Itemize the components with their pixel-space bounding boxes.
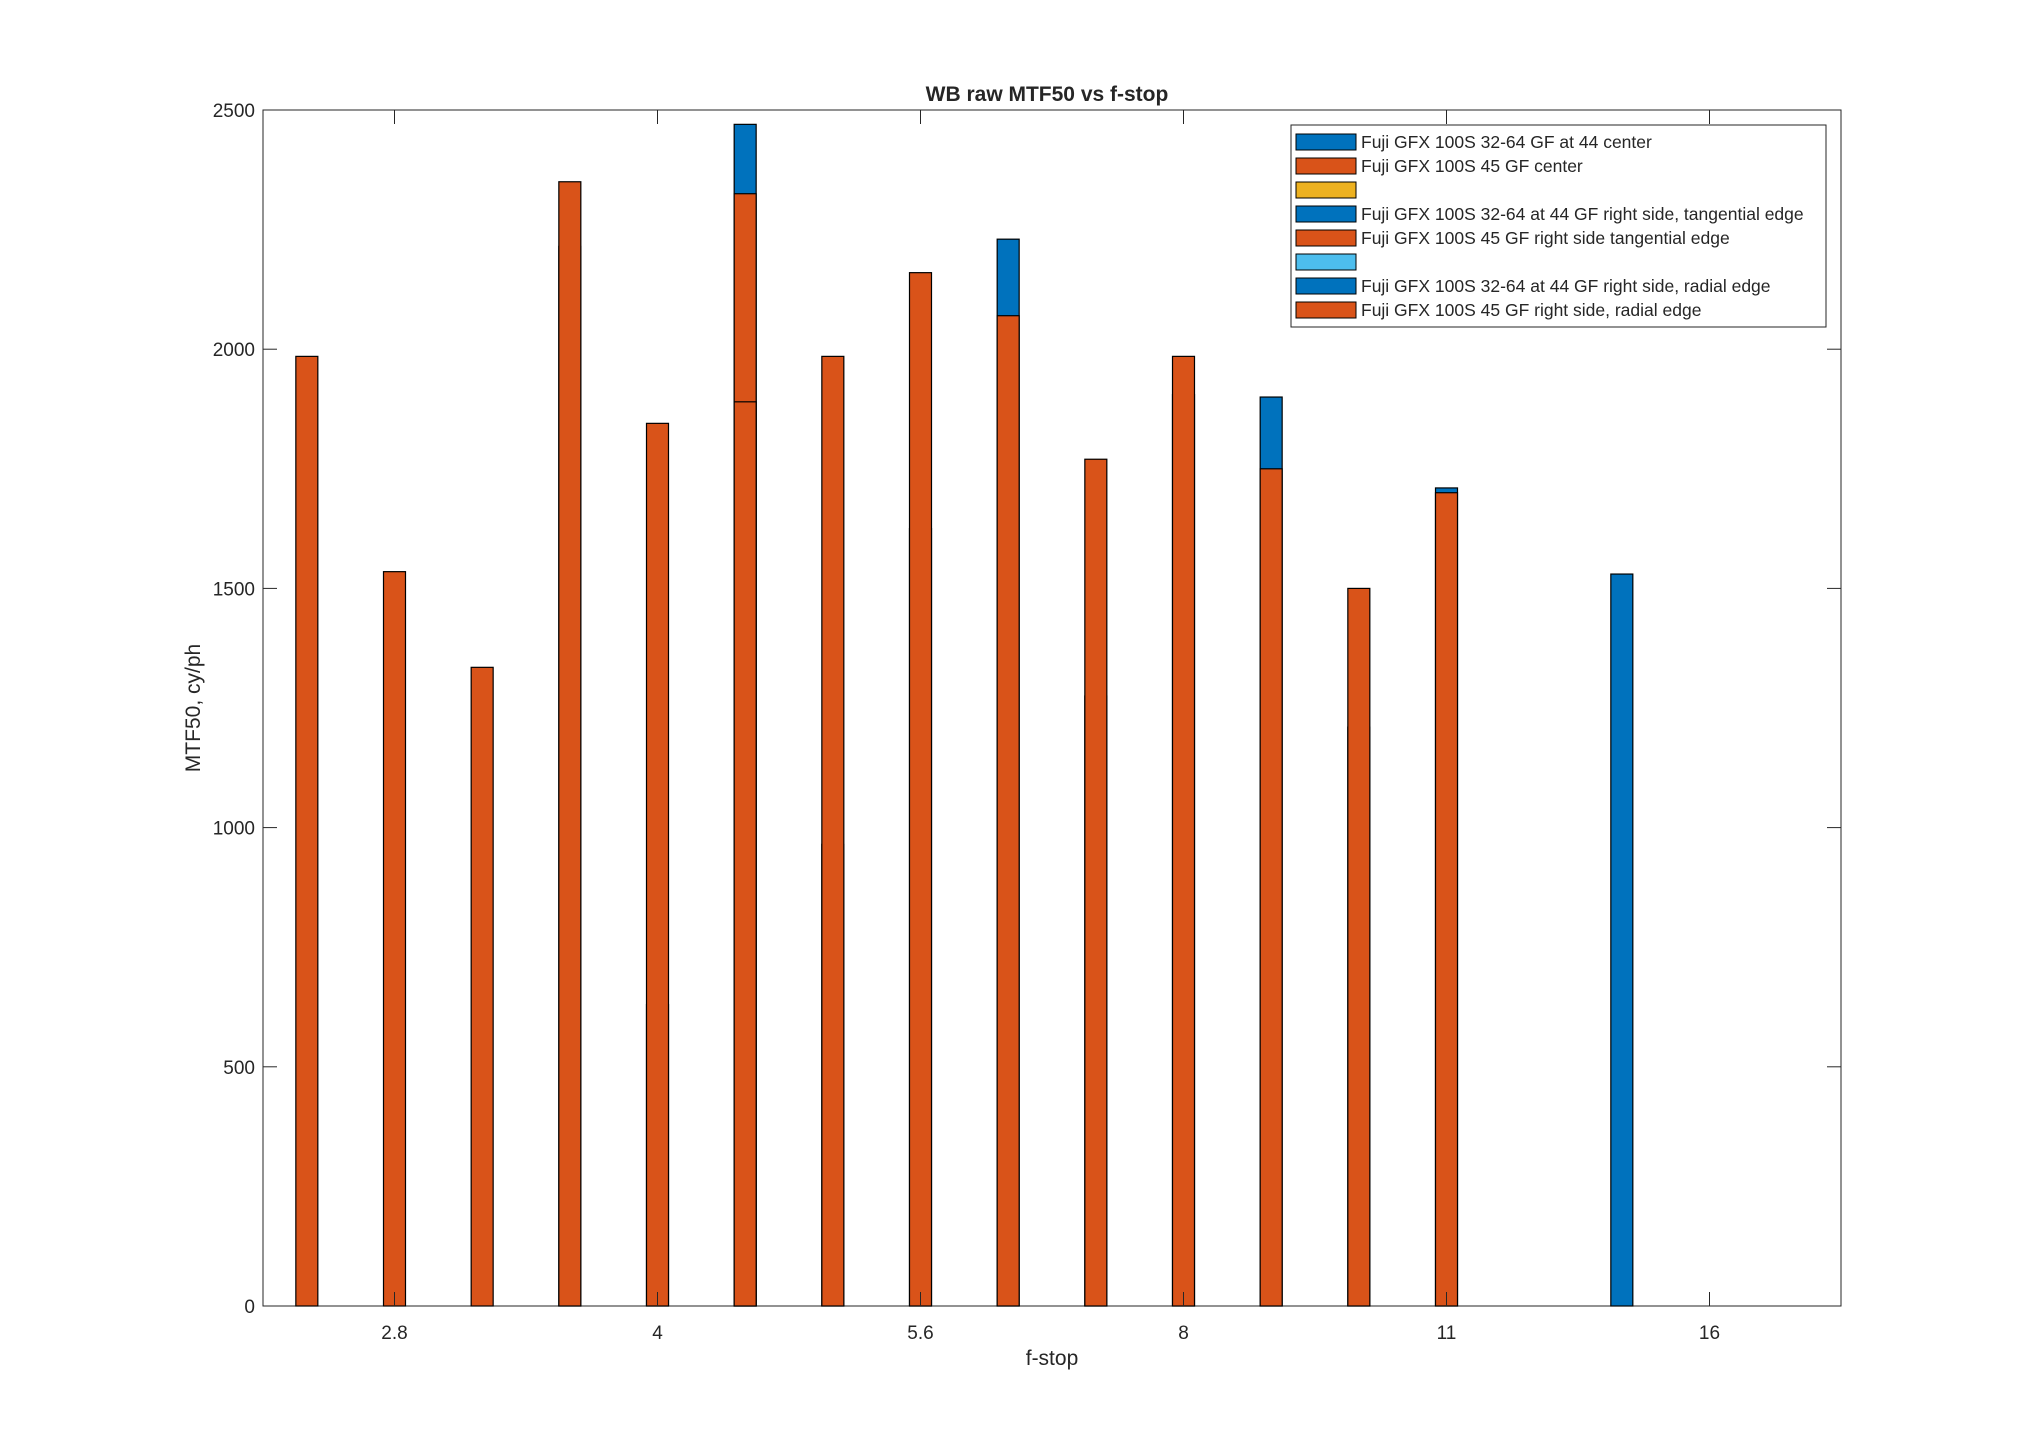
bar	[733, 401, 757, 1307]
bar	[1171, 355, 1196, 1307]
bar	[645, 422, 670, 1307]
bar	[821, 355, 845, 1307]
bar	[558, 181, 582, 1307]
y-tick-label: 0	[244, 1297, 255, 1318]
x-axis-label: f-stop	[1026, 1347, 1079, 1370]
bar	[382, 571, 407, 1307]
y-tick-label: 1000	[213, 819, 255, 840]
legend-label: Fuji GFX 100S 32-64 GF at 44 center	[1361, 132, 1652, 152]
legend-swatch	[1295, 205, 1357, 223]
bar	[1347, 587, 1371, 1307]
legend-label: Fuji GFX 100S 45 GF right side tangentia…	[1361, 228, 1730, 248]
bar	[1610, 573, 1634, 1307]
bar	[470, 666, 494, 1307]
y-axis-label: MTF50, cy/ph	[182, 644, 205, 772]
legend-label: Fuji GFX 100S 32-64 at 44 GF right side,…	[1361, 276, 1771, 296]
bar	[295, 355, 319, 1307]
legend-swatch	[1295, 181, 1357, 199]
legend-swatch	[1295, 277, 1357, 295]
x-tick-label: 2.8	[381, 1323, 407, 1344]
bar	[908, 272, 933, 1307]
legend-label: Fuji GFX 100S 45 GF center	[1361, 156, 1583, 176]
legend-label: Fuji GFX 100S 32-64 at 44 GF right side,…	[1361, 204, 1804, 224]
bar	[1434, 492, 1459, 1307]
bar	[996, 315, 1020, 1307]
x-tick-label: 16	[1699, 1323, 1720, 1344]
legend-swatch	[1295, 157, 1357, 175]
y-tick-label: 2000	[213, 340, 255, 361]
x-tick-label: 4	[652, 1323, 663, 1344]
chart-title: WB raw MTF50 vs f-stop	[926, 83, 1169, 106]
bar	[1084, 458, 1108, 1307]
legend-swatch	[1295, 253, 1357, 271]
legend-swatch	[1295, 229, 1357, 247]
y-tick-label: 500	[223, 1058, 255, 1079]
legend-swatch	[1295, 133, 1357, 151]
x-tick-label: 8	[1178, 1323, 1189, 1344]
x-tick-label: 11	[1437, 1323, 1457, 1344]
bar	[1259, 468, 1283, 1307]
legend-swatch	[1295, 301, 1357, 319]
y-tick-label: 2500	[213, 101, 255, 122]
legend	[1290, 124, 1827, 328]
legend-label: Fuji GFX 100S 45 GF right side, radial e…	[1361, 300, 1701, 320]
x-tick-label: 5.6	[907, 1323, 933, 1344]
y-tick-label: 1500	[213, 579, 255, 600]
